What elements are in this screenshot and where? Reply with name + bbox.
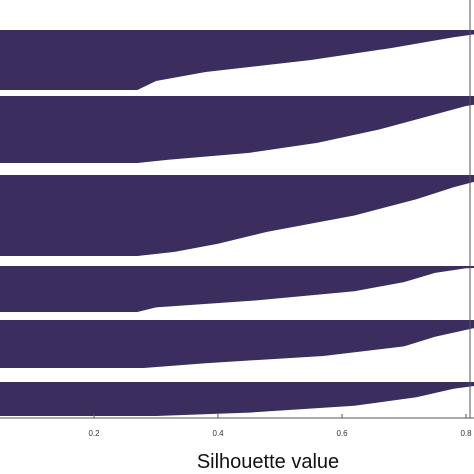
x-ticks: 00.20.40.60.8 [88,414,472,438]
cluster-band-1 [0,30,474,90]
x-axis-label: Silhouette value [197,451,339,473]
cluster-band-3 [0,175,474,256]
cluster-band-6 [0,382,474,416]
x-tick-label: 0.8 [460,429,472,438]
cluster-band-4 [0,266,474,312]
cluster-band-2 [0,96,474,163]
cluster-band-5 [0,320,474,368]
x-tick-label: 0.6 [336,429,348,438]
x-tick-label: 0.2 [88,429,100,438]
x-tick-label: 0.4 [212,429,224,438]
cluster-bars [0,30,474,416]
